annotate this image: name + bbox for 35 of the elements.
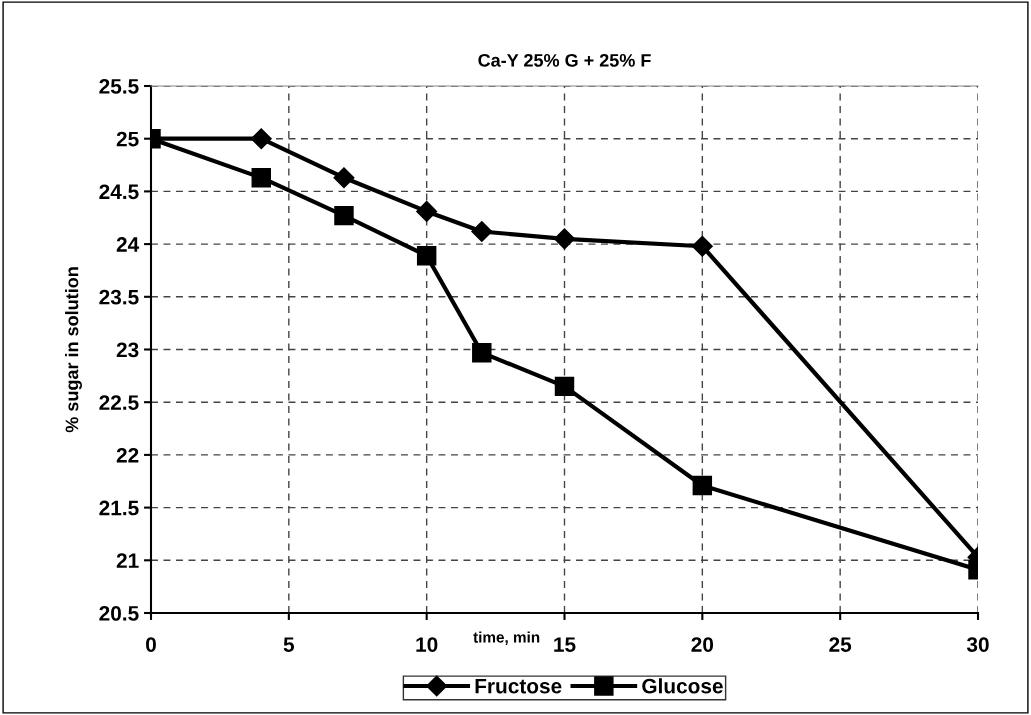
y-tick-label: 24 xyxy=(116,237,140,252)
x-tick-label: 0 xyxy=(146,637,156,652)
point xyxy=(553,228,576,250)
legend-label: Fructose xyxy=(475,678,562,694)
y-tick-label: 25 xyxy=(116,131,139,147)
x-tick-label: 30 xyxy=(966,637,989,652)
y-tick-label: 23.5 xyxy=(99,289,139,305)
y-tick-label: 22.5 xyxy=(99,395,139,410)
point xyxy=(416,200,438,222)
point xyxy=(471,220,493,242)
point xyxy=(472,342,492,363)
point xyxy=(691,235,713,257)
y-axis-title: % sugar in solution xyxy=(65,267,82,433)
point xyxy=(251,167,271,188)
point xyxy=(554,376,575,397)
point xyxy=(416,245,437,266)
legend-label: Glucose xyxy=(642,678,723,694)
y-tick-label: 25.5 xyxy=(99,79,139,94)
y-tick-label: 24.5 xyxy=(99,184,139,200)
x-tick-label: 10 xyxy=(416,637,438,652)
x-tick-label: 20 xyxy=(691,637,714,652)
y-tick-label: 21 xyxy=(116,553,139,568)
point xyxy=(692,475,713,496)
x-tick-label: 15 xyxy=(554,637,576,652)
x-tick-label: 25 xyxy=(829,637,852,652)
point xyxy=(334,205,354,226)
chart-title: Ca-Y 25% G + 25% F xyxy=(478,53,651,67)
y-tick-label: 21.5 xyxy=(99,500,139,516)
x-axis-title: time, min xyxy=(473,631,540,645)
x-tick-label: 5 xyxy=(283,637,295,652)
y-tick-label: 22 xyxy=(116,447,139,463)
point xyxy=(250,128,272,150)
point xyxy=(333,167,355,189)
y-tick-label: 23 xyxy=(116,342,139,358)
y-tick-label: 20.5 xyxy=(99,606,139,621)
